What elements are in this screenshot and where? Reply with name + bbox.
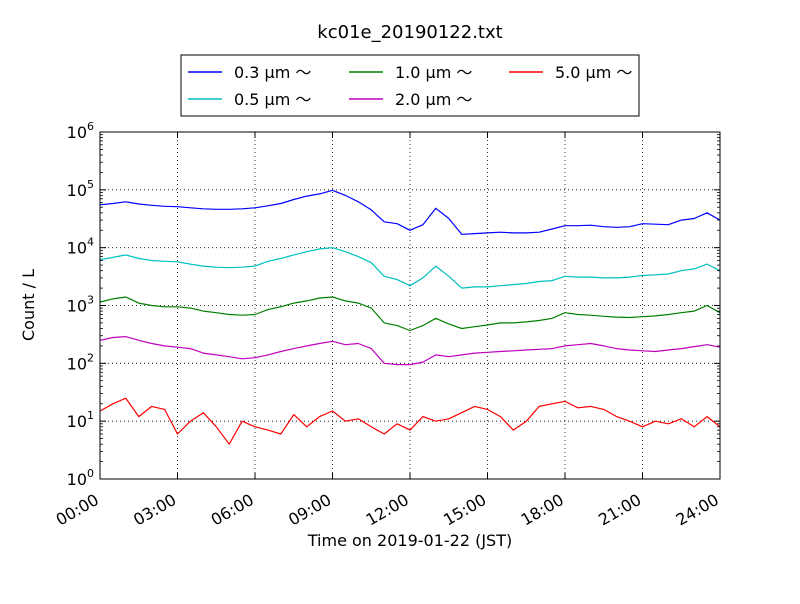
legend-label-3: 2.0 μm ～ (395, 90, 472, 109)
series-line-4 (99, 397, 721, 445)
y-tick-exponent: 2 (87, 351, 94, 364)
y-tick-label: 101 (67, 409, 94, 431)
y-tick-base: 10 (67, 297, 87, 316)
series-line-1 (99, 247, 721, 289)
series-line-0 (99, 189, 721, 235)
y-tick-label: 106 (67, 120, 94, 142)
y-tick-label: 105 (67, 178, 94, 200)
y-tick-base: 10 (67, 181, 87, 200)
legend-label-0: 0.3 μm ～ (234, 63, 311, 82)
legend-label-1: 0.5 μm ～ (234, 90, 311, 109)
y-tick-label: 103 (67, 294, 94, 316)
y-axis-label: Count / L (19, 269, 38, 341)
legend-label-4: 5.0 μm ～ (555, 63, 632, 82)
legend-box (180, 54, 640, 117)
y-tick-base: 10 (67, 470, 87, 489)
chart-title: kc01e_20190122.txt (317, 22, 502, 43)
legend-label-2: 1.0 μm ～ (395, 63, 472, 82)
legend-entries: 0.3 μm ～ 0.5 μm ～ 1.0 μm ～ 2.0 μm ～ 5.0 μm ～ (188, 63, 632, 109)
grid-lines (100, 132, 720, 479)
series-line-2 (99, 296, 721, 332)
series-lines (99, 189, 721, 445)
y-tick-exponent: 3 (87, 294, 94, 307)
y-tick-label: 104 (67, 236, 94, 258)
y-tick-exponent: 4 (87, 236, 94, 249)
y-tick-label: 102 (67, 351, 94, 373)
y-tick-exponent: 6 (87, 120, 94, 133)
y-tick-base: 10 (67, 123, 87, 142)
y-tick-label: 100 (67, 467, 94, 489)
y-tick-base: 10 (67, 412, 87, 431)
series-line-3 (99, 336, 721, 366)
y-tick-base: 10 (67, 354, 87, 373)
x-axis-label: Time on 2019-01-22 (JST) (307, 531, 512, 550)
y-tick-exponent: 5 (87, 178, 94, 191)
y-tick-exponent: 0 (87, 467, 94, 480)
y-tick-base: 10 (67, 239, 87, 258)
y-tick-exponent: 1 (87, 409, 94, 422)
